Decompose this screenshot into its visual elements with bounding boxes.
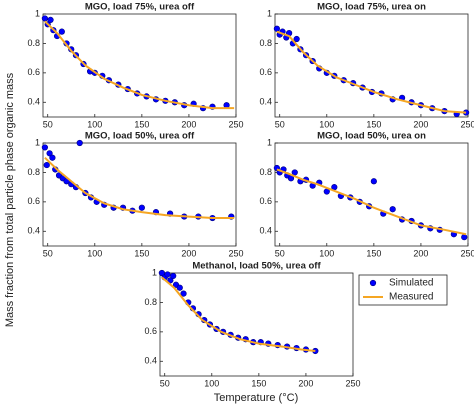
y-tick-label: 1 bbox=[267, 137, 272, 147]
y-axis-label: Mass fraction from total particle phase … bbox=[4, 72, 16, 327]
y-tick-label: 0.8 bbox=[27, 167, 40, 177]
x-tick-label: 50 bbox=[43, 248, 53, 258]
point bbox=[47, 16, 54, 23]
y-tick-label: 0.4 bbox=[27, 226, 40, 236]
x-tick-label: 100 bbox=[319, 248, 334, 258]
point bbox=[164, 271, 171, 278]
chart-title: MGO, load 75%, urea off bbox=[85, 2, 195, 13]
point bbox=[461, 234, 468, 241]
x-tick-label: 100 bbox=[87, 119, 102, 129]
y-tick-label: 0.8 bbox=[144, 297, 157, 307]
x-tick-label: 100 bbox=[204, 378, 219, 388]
x-axis-label: Temperature (°C) bbox=[214, 392, 298, 404]
x-tick-label: 150 bbox=[366, 119, 381, 129]
point bbox=[138, 204, 145, 211]
legend-label: Simulated bbox=[389, 278, 433, 289]
x-tick-label: 250 bbox=[228, 119, 243, 129]
y-tick-label: 0.8 bbox=[27, 38, 40, 48]
point bbox=[273, 25, 280, 32]
point bbox=[46, 150, 53, 157]
legend-marker bbox=[369, 279, 377, 287]
y-tick-label: 0.4 bbox=[259, 226, 272, 236]
x-tick-label: 50 bbox=[160, 378, 170, 388]
point bbox=[49, 154, 56, 161]
line bbox=[161, 276, 316, 352]
y-tick-label: 0.4 bbox=[144, 356, 157, 366]
x-tick-label: 250 bbox=[460, 119, 474, 129]
y-tick-label: 0.6 bbox=[259, 196, 272, 206]
point bbox=[170, 272, 177, 280]
axes bbox=[274, 13, 469, 118]
point bbox=[43, 161, 50, 169]
axes bbox=[42, 142, 237, 247]
x-tick-label: 50 bbox=[43, 119, 53, 129]
x-tick-label: 150 bbox=[134, 248, 149, 258]
y-tick-label: 1 bbox=[35, 137, 40, 147]
x-tick-label: 150 bbox=[366, 248, 381, 258]
axes bbox=[42, 13, 237, 118]
chart-title: MGO, load 75%, urea on bbox=[317, 2, 426, 13]
chart-title: MGO, load 50%, urea on bbox=[317, 131, 426, 142]
y-tick-label: 0.6 bbox=[144, 326, 157, 336]
line bbox=[44, 20, 235, 110]
x-tick-label: 200 bbox=[181, 248, 196, 258]
point bbox=[41, 15, 48, 22]
y-tick-label: 0.4 bbox=[27, 97, 40, 107]
y-tick-label: 0.4 bbox=[259, 97, 272, 107]
x-tick-label: 200 bbox=[298, 378, 313, 388]
chart-title: MGO, load 50%, urea off bbox=[85, 131, 195, 142]
x-tick-label: 50 bbox=[275, 248, 285, 258]
point bbox=[58, 28, 65, 35]
x-tick-label: 200 bbox=[181, 119, 196, 129]
y-tick-label: 1 bbox=[35, 8, 40, 18]
y-tick-label: 0.8 bbox=[259, 38, 272, 48]
x-tick-label: 150 bbox=[251, 378, 266, 388]
chart-title: Methanol, load 50%, urea off bbox=[192, 261, 321, 272]
x-tick-label: 100 bbox=[87, 248, 102, 258]
point bbox=[76, 139, 83, 147]
x-tick-label: 150 bbox=[134, 119, 149, 129]
point bbox=[293, 35, 300, 43]
y-tick-label: 0.6 bbox=[27, 196, 40, 206]
y-tick-label: 0.6 bbox=[27, 67, 40, 77]
axes bbox=[159, 272, 354, 377]
x-tick-label: 250 bbox=[460, 248, 474, 258]
point bbox=[158, 269, 165, 277]
point bbox=[176, 284, 183, 291]
point bbox=[41, 144, 48, 151]
y-tick-label: 0.6 bbox=[259, 67, 272, 77]
y-tick-label: 1 bbox=[152, 267, 157, 277]
line bbox=[276, 168, 467, 236]
line bbox=[44, 156, 235, 220]
x-tick-label: 50 bbox=[275, 119, 285, 129]
legend-label: Measured bbox=[389, 292, 433, 303]
y-tick-label: 0.8 bbox=[259, 167, 272, 177]
x-tick-label: 200 bbox=[413, 248, 428, 258]
line bbox=[276, 30, 467, 114]
x-tick-label: 250 bbox=[228, 248, 243, 258]
y-tick-label: 1 bbox=[267, 8, 272, 18]
point bbox=[389, 206, 396, 213]
point bbox=[167, 277, 174, 284]
point bbox=[370, 178, 377, 185]
point bbox=[180, 290, 187, 297]
x-tick-label: 250 bbox=[345, 378, 360, 388]
x-tick-label: 100 bbox=[319, 119, 334, 129]
x-tick-label: 200 bbox=[413, 119, 428, 129]
